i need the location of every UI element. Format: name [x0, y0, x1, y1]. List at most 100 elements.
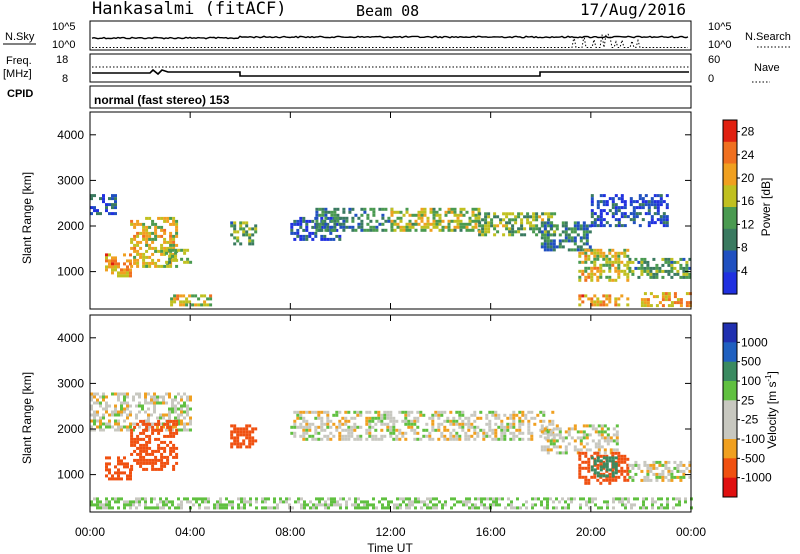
- heatmap-cell: [468, 228, 472, 232]
- heatmap-cell: [422, 434, 426, 438]
- heatmap-cell: [99, 500, 102, 504]
- heatmap-cell: [383, 422, 387, 426]
- colorbar-tick-label: 24: [741, 148, 755, 162]
- heatmap-cell: [387, 500, 390, 504]
- heatmap-cell: [623, 272, 627, 276]
- heatmap-cell: [452, 437, 456, 441]
- heatmap-cell: [602, 456, 606, 460]
- heatmap-cell: [99, 197, 102, 201]
- heatmap-cell: [342, 225, 346, 229]
- heatmap-cell: [582, 445, 586, 449]
- heatmap-cell: [390, 228, 394, 232]
- heatmap-cell: [584, 275, 588, 279]
- heatmap-cell: [169, 231, 173, 235]
- heatmap-cell: [320, 437, 324, 441]
- heatmap-cell: [500, 434, 504, 438]
- heatmap-cell: [93, 395, 96, 399]
- heatmap-cell: [538, 215, 542, 219]
- heatmap-cell: [685, 272, 689, 276]
- heatmap-cell: [488, 428, 492, 432]
- heatmap-cell: [105, 506, 108, 510]
- heatmap-cell: [317, 410, 321, 414]
- heatmap-cell: [555, 427, 559, 431]
- heatmap-cell: [527, 422, 531, 426]
- heatmap-cell: [624, 506, 627, 510]
- heatmap-cell: [487, 224, 491, 228]
- heatmap-cell: [366, 503, 369, 507]
- heatmap-cell: [487, 230, 491, 234]
- heatmap-cell: [387, 506, 390, 510]
- heatmap-cell: [180, 500, 183, 504]
- heatmap-cell: [635, 215, 639, 219]
- heatmap-cell: [157, 437, 161, 441]
- heatmap-cell: [165, 497, 168, 501]
- heatmap-cell: [342, 228, 346, 232]
- heatmap-cell: [410, 425, 414, 429]
- heatmap-cell: [561, 221, 565, 225]
- heatmap-cell: [587, 257, 591, 261]
- heatmap-cell: [434, 410, 438, 414]
- heatmap-cell: [138, 401, 141, 405]
- heatmap-cell: [248, 436, 252, 440]
- heatmap-cell: [171, 428, 174, 432]
- heatmap-cell: [459, 219, 463, 223]
- heatmap-cell: [172, 234, 176, 238]
- heatmap-cell: [305, 234, 309, 238]
- heatmap-cell: [157, 258, 161, 262]
- nave-tick-bottom: 0: [708, 73, 714, 85]
- heatmap-cell: [596, 456, 600, 460]
- heatmap-cell: [667, 469, 671, 473]
- heatmap-cell: [342, 222, 346, 226]
- heatmap-cell: [643, 460, 647, 464]
- heatmap-cell: [148, 237, 152, 241]
- heatmap-cell: [644, 200, 648, 204]
- heatmap-cell: [503, 428, 507, 432]
- heatmap-cell: [130, 443, 134, 447]
- heatmap-cell: [620, 469, 624, 473]
- heatmap-cell: [664, 295, 668, 299]
- heatmap-cell: [90, 503, 93, 507]
- heatmap-cell: [177, 419, 180, 423]
- heatmap-cell: [309, 506, 312, 510]
- heatmap-cell: [497, 413, 501, 417]
- heatmap-cell: [578, 469, 582, 473]
- heatmap-cell: [249, 503, 252, 507]
- heatmap-cell: [650, 203, 654, 207]
- heatmap-cell: [305, 437, 309, 441]
- heatmap-cell: [360, 506, 363, 510]
- heatmap-cell: [590, 251, 594, 255]
- heatmap-cell: [254, 427, 258, 431]
- heatmap-cell: [169, 246, 173, 250]
- heatmap-cell: [126, 265, 129, 269]
- heatmap-cell: [605, 203, 609, 207]
- heatmap-cell: [326, 410, 330, 414]
- heatmap-cell: [142, 237, 146, 241]
- heatmap-cell: [386, 425, 390, 429]
- heatmap-cell: [139, 464, 143, 468]
- heatmap-cell: [163, 264, 167, 268]
- heatmap-cell: [386, 413, 390, 417]
- heatmap-cell: [561, 451, 565, 455]
- heatmap-cell: [578, 275, 582, 279]
- heatmap-cell: [620, 457, 624, 461]
- heatmap-cell: [324, 213, 328, 217]
- heatmap-cell: [461, 425, 465, 429]
- heatmap-cell: [614, 257, 618, 261]
- heatmap-cell: [470, 422, 474, 426]
- heatmap-cell: [333, 213, 337, 217]
- heatmap-cell: [399, 497, 402, 501]
- heatmap-cell: [511, 212, 515, 216]
- colorbar-swatch: [723, 342, 737, 363]
- heatmap-cell: [655, 472, 659, 476]
- heatmap-cell: [437, 428, 441, 432]
- heatmap-cell: [407, 413, 411, 417]
- heatmap-cell: [620, 269, 624, 273]
- colorbar-tick-label: -1000: [741, 471, 772, 485]
- heatmap-cell: [602, 294, 606, 298]
- heatmap-cell: [186, 410, 189, 414]
- heatmap-cell: [518, 425, 522, 429]
- x-tick-label: 08:00: [275, 525, 305, 539]
- heatmap-cell: [480, 500, 483, 504]
- heatmap-cell: [411, 503, 414, 507]
- heatmap-cell: [336, 207, 340, 211]
